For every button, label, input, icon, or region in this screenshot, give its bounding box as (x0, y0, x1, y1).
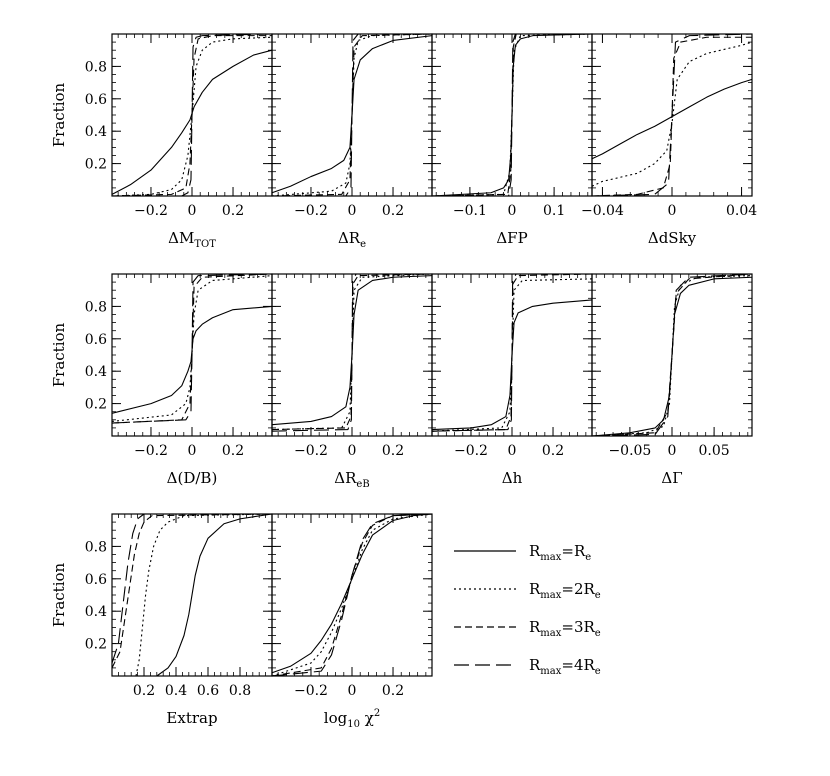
x-tick-label: 0.2 (133, 683, 155, 699)
x-tick-label: 0 (348, 443, 357, 459)
y-tick-label: 0.8 (85, 539, 107, 555)
legend-label: Rmax=2Re (529, 580, 601, 601)
x-tick-label: 0 (348, 683, 357, 699)
x-tick-label: −0.2 (294, 203, 328, 219)
x-tick-label: 0.2 (222, 203, 244, 219)
panel-8: 0.2 0.4 0.6 0.8 0.2 0.4 0.6 0.8 Extrap Fraction (50, 513, 273, 727)
y-tick-label: 0.4 (85, 364, 107, 380)
series-line-dotted (271, 513, 433, 677)
series-line-dotted (111, 275, 273, 422)
x-axis-label: ΔFP (496, 229, 527, 247)
x-tick-label: −0.2 (294, 683, 328, 699)
x-tick-label: 0 (508, 203, 517, 219)
series-line-long-dash (111, 273, 273, 424)
x-tick-label: 0.2 (382, 443, 404, 459)
legend-label: Rmax=Re (529, 542, 591, 563)
series-line-solid (156, 513, 273, 677)
x-tick-label: −0.04 (581, 203, 624, 219)
legend-label: Rmax=3Re (529, 618, 601, 639)
series-line-dotted (271, 33, 433, 197)
x-tick-label: 0.6 (197, 683, 219, 699)
y-axis-label: Fraction (50, 322, 68, 387)
x-axis-label: ΔRe (338, 229, 366, 250)
plot-frame (591, 273, 753, 437)
y-tick-label: 0.4 (85, 604, 107, 620)
y-tick-label: 0.6 (85, 332, 107, 348)
series-line-long-dash (271, 513, 433, 677)
series-line-solid (271, 513, 433, 674)
x-axis-label: log10 χ2 (324, 708, 380, 730)
panel-3: −0.04 0 0.04 ΔdSky (581, 33, 757, 247)
y-tick-label: 0.6 (85, 572, 107, 588)
series-line-dotted (591, 41, 753, 187)
legend-entry: Rmax=Re (454, 542, 591, 563)
x-axis-label: ΔΓ (661, 469, 682, 487)
plot-frame (271, 513, 433, 677)
x-axis-label: Δ(D/B) (167, 469, 218, 487)
series-line-long-dash (591, 33, 753, 197)
x-axis-label: ΔdSky (648, 229, 697, 247)
x-tick-label: −0.05 (608, 443, 651, 459)
y-tick-label: 0.2 (85, 397, 107, 413)
legend: Rmax=Re Rmax=2Re Rmax=3Re Rmax=4Re (454, 542, 601, 677)
legend-entry: Rmax=3Re (454, 618, 601, 639)
legend-entry: Rmax=2Re (454, 580, 601, 601)
y-tick-label: 0.2 (85, 157, 107, 173)
series-line-short-dash (271, 33, 433, 197)
panel-4: 0.20.40.60.8−0.2 0 0.2Δ(D/B)Fraction (50, 273, 273, 487)
x-tick-label: 0.2 (382, 203, 404, 219)
x-tick-label: 0 (668, 443, 677, 459)
series-line-solid (111, 305, 273, 414)
x-tick-label: −0.2 (134, 203, 168, 219)
y-axis-label: Fraction (50, 562, 68, 627)
series-line-dotted (591, 275, 753, 437)
x-axis-label: Δh (502, 469, 523, 487)
x-tick-label: 0 (188, 203, 197, 219)
x-tick-label: 0.04 (726, 203, 757, 219)
series-line-long-dash (112, 33, 273, 197)
panel-6: −0.2 0 0.2 Δh (431, 273, 593, 487)
y-tick-label: 0.2 (85, 637, 107, 653)
x-tick-label: 0.1 (543, 203, 565, 219)
panel-7: −0.05 0 0.05 ΔΓ (591, 273, 753, 487)
series-line-long-dash (111, 513, 272, 664)
x-axis-label: ΔMTOT (168, 229, 216, 250)
x-tick-label: 0.4 (165, 683, 187, 699)
panel-0: 0.2 0.4 0.6 0.8 −0.2 0 0.2 ΔMTOT Fraction (50, 33, 273, 250)
x-tick-label: 0.8 (229, 683, 251, 699)
x-tick-label: −0.2 (134, 443, 168, 459)
series-line-long-dash (591, 273, 753, 437)
plot-frame (591, 33, 753, 197)
y-axis-label: Fraction (50, 82, 68, 147)
x-tick-label: 0 (668, 203, 677, 219)
series-line-dotted (111, 36, 273, 197)
y-tick-label: 0.8 (85, 59, 107, 75)
y-tick-label: 0.6 (85, 92, 107, 108)
legend-label: Rmax=4Re (529, 656, 601, 677)
panel-1: −0.2 0 0.2 ΔRe (271, 33, 433, 250)
x-tick-label: 0.2 (222, 443, 244, 459)
x-tick-label: −0.2 (454, 443, 488, 459)
x-tick-label: 0.2 (542, 443, 564, 459)
series-line-short-dash (111, 513, 273, 669)
x-tick-label: 0.05 (699, 443, 730, 459)
series-line-short-dash (591, 273, 753, 437)
x-tick-label: −0.1 (453, 203, 487, 219)
x-tick-label: 0 (508, 443, 517, 459)
x-tick-label: −0.2 (294, 443, 328, 459)
x-tick-label: 0 (188, 443, 197, 459)
legend-entry: Rmax=4Re (454, 656, 601, 677)
x-tick-label: 0.2 (382, 683, 404, 699)
x-tick-label: 0 (348, 203, 357, 219)
y-tick-label: 0.4 (85, 124, 107, 140)
y-tick-label: 0.8 (85, 299, 107, 315)
x-axis-label: ΔReB (334, 469, 369, 490)
x-axis-label: Extrap (166, 709, 217, 727)
